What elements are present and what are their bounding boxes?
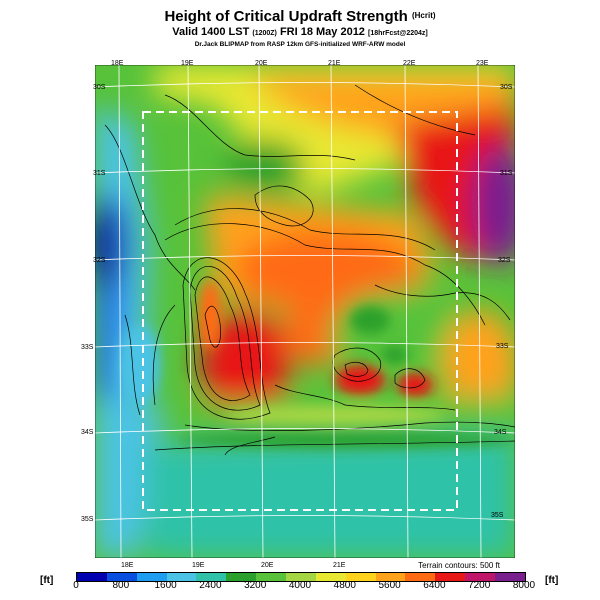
color-scale-tick-label: 8000 xyxy=(512,580,536,591)
lat-label-right-33s: 33S xyxy=(496,343,509,350)
lat-label-left-34s: 34S xyxy=(81,429,94,436)
color-scale-bar xyxy=(76,572,526,582)
subtitle-forecast: [18hrFcst@2204z] xyxy=(368,30,428,37)
color-scale-tick-label: 0 xyxy=(73,580,79,591)
forecast-map: 18E 19E 20E 21E 22E 23E 18E 19E 20E 21E … xyxy=(81,60,515,569)
color-scale-swatch xyxy=(77,573,107,581)
lon-label-bottom-20e: 20E xyxy=(261,562,274,569)
color-scale-swatch xyxy=(375,573,406,581)
terrain-contour-note: Terrain contours: 500 ft xyxy=(418,561,500,570)
lon-label-top-19e: 19E xyxy=(181,60,194,67)
lon-label-bottom-18e: 18E xyxy=(121,562,134,569)
lat-label-right-30s: 30S xyxy=(500,84,513,91)
color-scale-swatch xyxy=(435,573,466,581)
color-scale-swatch xyxy=(286,573,316,581)
color-scale-tick-label: 3200 xyxy=(244,580,267,591)
map-subtitle: Valid 1400 LST (1200Z) FRI 18 May 2012 [… xyxy=(172,26,428,38)
lon-label-top-21e: 21E xyxy=(328,60,341,67)
color-scale-tick-label: 800 xyxy=(112,580,130,591)
color-scale-swatch xyxy=(226,573,257,581)
lon-label-top-22e: 22E xyxy=(403,60,416,67)
model-credit: Dr.Jack BLIPMAP from RASP 12km GFS-initi… xyxy=(194,41,406,48)
color-scale-tick-label: 5600 xyxy=(378,580,401,591)
title-unit: (Hcrit) xyxy=(411,11,436,20)
lat-label-left-33s: 33S xyxy=(81,344,94,351)
lat-label-right-35s: 35S xyxy=(491,512,504,519)
color-scale-tick-label: 6400 xyxy=(423,580,446,591)
lat-label-right-32s: 32S xyxy=(498,257,511,264)
color-scale-swatch xyxy=(315,573,346,581)
lat-label-right-31s: 31S xyxy=(500,170,513,177)
lon-label-bottom-21e: 21E xyxy=(333,562,346,569)
map-title: Height of Critical Updraft Strength (Hcr… xyxy=(164,8,436,25)
color-scale-tick-label: 2400 xyxy=(199,580,222,591)
hcrit-field xyxy=(95,65,515,558)
legend-unit-right: [ft] xyxy=(545,575,559,586)
color-scale-tick-label: 7200 xyxy=(468,580,491,591)
color-scale-swatch xyxy=(106,573,137,581)
lon-label-top-23e: 23E xyxy=(476,60,489,67)
subtitle-date: FRI 18 May 2012 xyxy=(279,26,365,38)
color-scale-tick-label: 1600 xyxy=(154,580,177,591)
color-scale-tick-label: 4000 xyxy=(288,580,312,591)
color-scale-swatch xyxy=(345,573,376,581)
color-scale-swatch xyxy=(405,573,436,581)
lat-label-left-32s: 32S xyxy=(93,257,106,264)
color-scale-swatch xyxy=(495,573,525,581)
color-scale-swatch xyxy=(256,573,287,581)
inner-domain-boundary xyxy=(142,111,458,511)
lat-label-left-31s: 31S xyxy=(93,170,106,177)
lat-label-right-34s: 34S xyxy=(494,429,507,436)
color-scale-swatch xyxy=(465,573,496,581)
legend-unit-left: [ft] xyxy=(40,575,54,586)
color-scale-swatch xyxy=(166,573,197,581)
lon-label-bottom-19e: 19E xyxy=(192,562,205,569)
color-scale-swatch xyxy=(196,573,227,581)
color-scale-tick-label: 4800 xyxy=(333,580,356,591)
subtitle-utc: (1200Z) xyxy=(252,30,277,37)
lon-label-top-20e: 20E xyxy=(255,60,268,67)
lat-label-left-30s: 30S xyxy=(93,84,106,91)
graticule xyxy=(95,65,515,558)
lon-label-top-18e: 18E xyxy=(111,60,124,67)
lat-label-left-35s: 35S xyxy=(81,516,94,523)
color-scale-swatch xyxy=(136,573,167,581)
